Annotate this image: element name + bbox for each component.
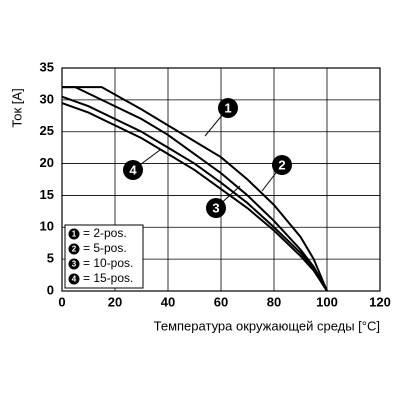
legend-marker — [68, 243, 80, 255]
legend-label: = 10-pos. — [83, 256, 133, 270]
y-tick-label: 15 — [40, 187, 54, 202]
callout-circle — [272, 155, 292, 175]
legend-marker — [68, 258, 80, 270]
y-tick-label: 30 — [40, 91, 54, 106]
callout-number: 4 — [129, 162, 137, 177]
y-tick-label: 25 — [40, 123, 54, 138]
y-tick-label: 10 — [40, 219, 54, 234]
legend-marker-number: 1 — [72, 230, 77, 239]
callout-number: 1 — [224, 100, 231, 115]
y-tick-label: 5 — [47, 251, 54, 266]
legend-label: = 5-pos. — [83, 241, 127, 255]
x-tick-label: 40 — [161, 294, 175, 309]
callout-circle — [123, 160, 143, 180]
legend-marker-number: 3 — [72, 260, 77, 269]
x-tick-label: 60 — [214, 294, 228, 309]
legend-marker — [68, 273, 80, 285]
y-tick-label: 0 — [47, 282, 54, 297]
x-tick-label: 0 — [58, 294, 65, 309]
legend-marker-number: 2 — [72, 245, 77, 254]
plot-frame — [61, 67, 381, 292]
legend-marker-number: 4 — [72, 275, 77, 284]
x-tick-label: 100 — [316, 294, 338, 309]
callout-circle — [218, 98, 238, 118]
callout-circle — [206, 198, 226, 218]
y-axis-label: Ток [A] — [9, 88, 24, 127]
curve — [62, 86, 328, 292]
legend-label: = 15-pos. — [83, 271, 133, 285]
curve — [61, 102, 328, 292]
y-tick-label: 35 — [40, 59, 54, 74]
y-tick-label: 20 — [40, 155, 54, 170]
x-tick-label: 120 — [369, 294, 391, 309]
x-tick-label: 80 — [267, 294, 281, 309]
x-tick-label: 20 — [108, 294, 122, 309]
legend-label: = 2-pos. — [83, 226, 127, 240]
callout-number: 2 — [278, 157, 285, 172]
callout-number: 3 — [212, 200, 219, 215]
curve — [62, 86, 328, 292]
x-axis-label: Температура окружающей среды [°C] — [154, 318, 380, 333]
legend-marker — [68, 228, 80, 240]
curve — [61, 95, 328, 292]
